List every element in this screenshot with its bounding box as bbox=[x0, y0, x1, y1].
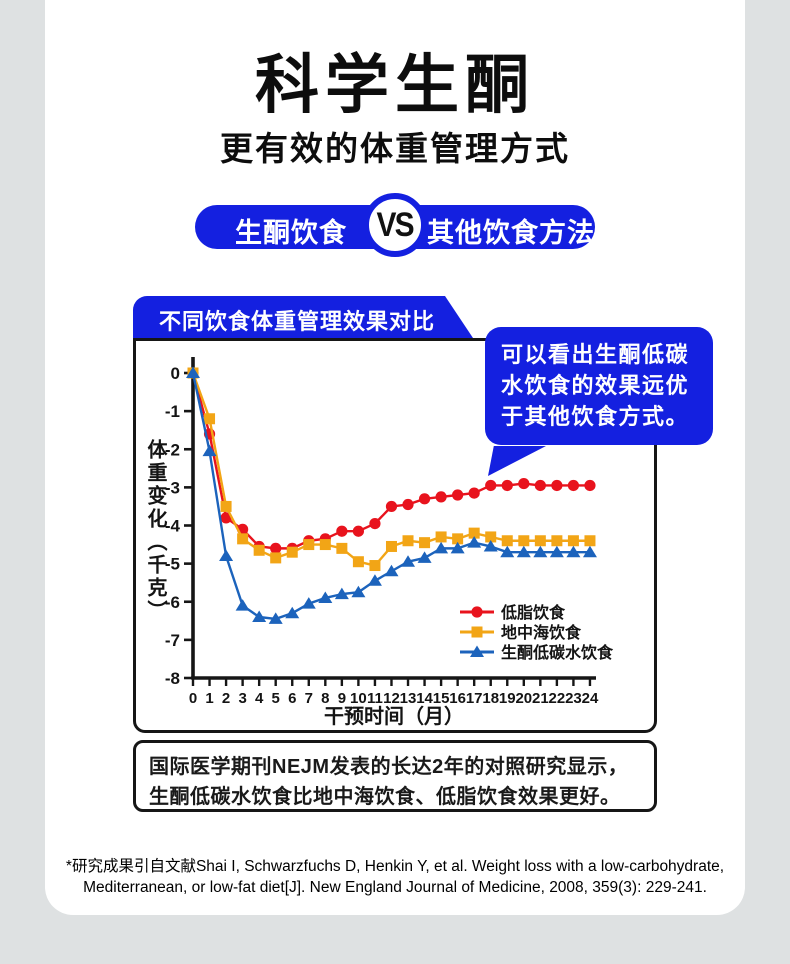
chart-panel-tab: 不同饮食体重管理效果对比 bbox=[133, 296, 473, 338]
svg-text:-7: -7 bbox=[165, 631, 180, 650]
svg-text:11: 11 bbox=[367, 690, 383, 707]
citation-line-1: *研究成果引自文献Shai I, Schwarzfuchs D, Henkin … bbox=[65, 858, 725, 875]
svg-text:14: 14 bbox=[416, 690, 433, 707]
callout-bubble: 可以看出生酮低碳水饮食的效果远优于其他饮食方式。 bbox=[485, 327, 713, 445]
svg-text:21: 21 bbox=[532, 690, 549, 707]
svg-text:18: 18 bbox=[482, 690, 499, 707]
callout-text: 可以看出生酮低碳水饮食的效果远优于其他饮食方式。 bbox=[501, 342, 690, 430]
citation-footnote: *研究成果引自文献Shai I, Schwarzfuchs D, Henkin … bbox=[45, 857, 745, 899]
svg-text:13: 13 bbox=[400, 690, 417, 707]
svg-text:-6: -6 bbox=[165, 593, 180, 612]
svg-text:4: 4 bbox=[255, 690, 264, 707]
svg-text:-2: -2 bbox=[165, 440, 180, 459]
chart-panel-tab-label: 不同饮食体重管理效果对比 bbox=[159, 309, 436, 334]
summary-text: 国际医学期刊NEJM发表的长达2年的对照研究显示，生酮低碳水饮食比地中海饮食、低… bbox=[149, 756, 629, 808]
vs-right-label: 其他饮食方法 bbox=[427, 218, 595, 248]
svg-text:15: 15 bbox=[433, 690, 450, 707]
svg-text:-5: -5 bbox=[165, 555, 180, 574]
svg-text:-3: -3 bbox=[165, 478, 180, 497]
svg-text:3: 3 bbox=[238, 690, 246, 707]
weight-change-line-chart: 0-1-2-3-4-5-6-7-80 1 2 3 4 5 6 7 8 9 10 11 12 13 14 15 1… bbox=[165, 357, 614, 728]
svg-text:7: 7 bbox=[305, 690, 313, 707]
vs-badge-label: VS bbox=[376, 205, 415, 244]
y-axis-label: 体重变化（千克） bbox=[144, 439, 166, 623]
svg-text:-4: -4 bbox=[165, 517, 181, 536]
summary-box: 国际医学期刊NEJM发表的长达2年的对照研究显示，生酮低碳水饮食比地中海饮食、低… bbox=[133, 740, 657, 812]
chart-panel: 不同饮食体重管理效果对比 体重变化（千克） 0 -1 -2 -3 -4 -5 -6 -7 -8 0… bbox=[133, 296, 713, 733]
svg-text:5: 5 bbox=[272, 690, 280, 707]
legend-label: 低脂饮食 bbox=[500, 603, 566, 622]
svg-text:-1: -1 bbox=[165, 402, 180, 421]
content-card: 科学生酮 更有效的体重管理方式 生酮饮食 其他饮食方法 VS 不同饮食体重管理效… bbox=[45, 0, 745, 915]
x-axis-label: 干预时间（月） bbox=[324, 705, 464, 728]
svg-text:0: 0 bbox=[189, 690, 197, 707]
legend-label: 地中海饮食 bbox=[501, 623, 582, 642]
vs-left-label: 生酮饮食 bbox=[235, 218, 347, 248]
svg-text:0: 0 bbox=[171, 364, 180, 383]
svg-text:-8: -8 bbox=[165, 669, 180, 688]
svg-text:24: 24 bbox=[582, 690, 599, 707]
svg-text:12: 12 bbox=[383, 690, 400, 707]
page-title: 科学生酮 bbox=[255, 49, 535, 121]
svg-text:8: 8 bbox=[321, 690, 329, 707]
svg-text:1: 1 bbox=[205, 690, 213, 707]
page-subtitle: 更有效的体重管理方式 bbox=[220, 130, 570, 167]
citation-line-2: Mediterranean, or low-fat diet[J]. New E… bbox=[83, 878, 707, 896]
svg-text:10: 10 bbox=[350, 690, 367, 707]
svg-text:17: 17 bbox=[466, 690, 483, 707]
svg-text:9: 9 bbox=[338, 690, 346, 707]
vs-badge: VS bbox=[363, 193, 427, 257]
svg-text:23: 23 bbox=[565, 690, 582, 707]
svg-text:20: 20 bbox=[515, 690, 532, 707]
svg-text:2: 2 bbox=[222, 690, 230, 707]
svg-text:22: 22 bbox=[549, 690, 566, 707]
vs-banner: 生酮饮食 其他饮食方法 VS bbox=[195, 193, 595, 257]
svg-text:16: 16 bbox=[449, 690, 466, 707]
svg-text:6: 6 bbox=[288, 690, 296, 707]
legend-label: 生酮低碳水饮食 bbox=[501, 643, 614, 662]
svg-text:19: 19 bbox=[499, 690, 516, 707]
